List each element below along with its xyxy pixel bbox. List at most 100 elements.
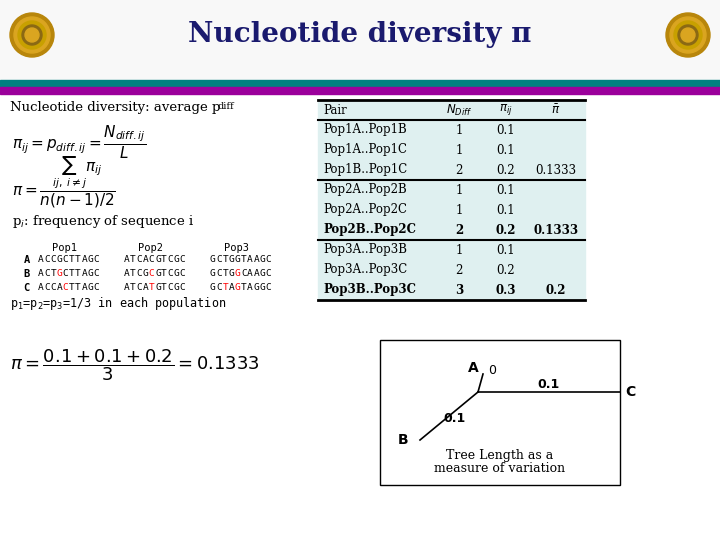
Text: C: C: [625, 385, 635, 399]
Text: 1: 1: [455, 124, 463, 137]
Text: T: T: [161, 269, 167, 279]
Text: A: A: [57, 284, 63, 293]
Text: G: G: [143, 269, 148, 279]
Text: A: A: [253, 269, 259, 279]
Text: T: T: [161, 284, 167, 293]
Text: T: T: [241, 255, 247, 265]
Text: A: A: [124, 269, 130, 279]
Text: C: C: [180, 255, 186, 265]
Text: C: C: [167, 255, 173, 265]
Text: C: C: [167, 269, 173, 279]
Text: Pop1: Pop1: [52, 243, 77, 253]
Text: $\pi_{ij} = p_{diff.ij} = \dfrac{N_{diff.ij}}{L}$: $\pi_{ij} = p_{diff.ij} = \dfrac{N_{diff…: [12, 123, 146, 161]
Text: C: C: [44, 284, 50, 293]
Text: C: C: [94, 284, 99, 293]
Text: G: G: [155, 255, 161, 265]
Text: C: C: [216, 269, 222, 279]
Text: $N_{Diff}$: $N_{Diff}$: [446, 103, 472, 118]
Text: measure of variation: measure of variation: [434, 462, 566, 476]
Text: C: C: [266, 269, 271, 279]
Text: $\pi = \dfrac{0.1+0.1+0.2}{3} = 0.1333$: $\pi = \dfrac{0.1+0.1+0.2}{3} = 0.1333$: [10, 347, 260, 383]
Text: 0.1: 0.1: [497, 144, 516, 157]
Bar: [380, 340, 620, 485]
Text: 2: 2: [455, 224, 463, 237]
Text: G: G: [210, 255, 216, 265]
Circle shape: [666, 13, 710, 57]
Text: Nucleotide diversity π: Nucleotide diversity π: [189, 22, 531, 49]
Text: T: T: [222, 284, 228, 293]
Text: T: T: [75, 269, 81, 279]
Text: A: A: [38, 269, 44, 279]
Circle shape: [18, 21, 46, 49]
Text: 0.1: 0.1: [538, 379, 560, 392]
Text: C: C: [180, 284, 186, 293]
Text: A: A: [143, 255, 148, 265]
Text: C: C: [180, 269, 186, 279]
Text: A: A: [124, 255, 130, 265]
Text: 0.2: 0.2: [497, 264, 516, 276]
Text: Pop3: Pop3: [224, 243, 249, 253]
Text: G: G: [88, 269, 94, 279]
Text: G: G: [229, 269, 234, 279]
Text: C: C: [266, 284, 271, 293]
Text: A: A: [24, 255, 30, 265]
Text: G: G: [260, 255, 266, 265]
Text: 0: 0: [488, 364, 496, 377]
Bar: [318, 100, 585, 300]
Text: p$_1$=p$_2$=p$_3$=1/3 in each population: p$_1$=p$_2$=p$_3$=1/3 in each population: [10, 295, 226, 313]
Text: Pop2B..Pop2C: Pop2B..Pop2C: [323, 224, 416, 237]
Text: Pop2A..Pop2C: Pop2A..Pop2C: [323, 204, 407, 217]
Text: G: G: [253, 284, 259, 293]
Text: G: G: [235, 255, 240, 265]
Text: A: A: [124, 284, 130, 293]
Text: $\bar{\pi}$: $\bar{\pi}$: [552, 103, 561, 117]
Text: Pop3B..Pop3C: Pop3B..Pop3C: [323, 284, 416, 296]
Text: C: C: [136, 284, 142, 293]
Text: T: T: [149, 284, 155, 293]
Text: 1: 1: [455, 184, 463, 197]
Text: G: G: [235, 284, 240, 293]
Text: C: C: [149, 269, 155, 279]
Text: C: C: [63, 255, 68, 265]
Text: B: B: [24, 269, 30, 279]
Text: C: C: [136, 269, 142, 279]
Text: G: G: [260, 284, 266, 293]
Text: 0.1: 0.1: [443, 413, 465, 426]
Text: 0.1: 0.1: [497, 124, 516, 137]
Text: C: C: [266, 255, 271, 265]
Text: C: C: [44, 269, 50, 279]
Text: T: T: [161, 255, 167, 265]
Text: G: G: [88, 284, 94, 293]
Text: T: T: [222, 255, 228, 265]
Text: A: A: [247, 284, 253, 293]
Text: A: A: [38, 284, 44, 293]
Text: T: T: [241, 284, 247, 293]
Text: Pop1B..Pop1C: Pop1B..Pop1C: [323, 164, 408, 177]
Text: T: T: [130, 255, 136, 265]
Text: 1: 1: [455, 144, 463, 157]
Text: T: T: [75, 284, 81, 293]
Text: Pop2: Pop2: [138, 243, 163, 253]
Text: C: C: [94, 269, 99, 279]
Text: C: C: [24, 283, 30, 293]
Bar: [0, 80, 720, 87]
Circle shape: [10, 13, 54, 57]
Text: A: A: [81, 255, 87, 265]
Text: p$_i$: frequency of sequence i: p$_i$: frequency of sequence i: [12, 213, 194, 231]
Text: T: T: [69, 269, 75, 279]
Circle shape: [681, 28, 695, 42]
Text: 0.1333: 0.1333: [534, 224, 579, 237]
Text: Pop3A..Pop3B: Pop3A..Pop3B: [323, 244, 407, 256]
Text: G: G: [210, 269, 216, 279]
Text: G: G: [229, 255, 234, 265]
Text: 0.2: 0.2: [546, 284, 566, 296]
Circle shape: [674, 21, 702, 49]
Text: G: G: [235, 269, 240, 279]
Text: A: A: [143, 284, 148, 293]
Text: C: C: [94, 255, 99, 265]
Text: T: T: [130, 269, 136, 279]
Text: 1: 1: [455, 204, 463, 217]
Text: $\pi = \dfrac{\sum_{ij,\, i \neq j} \pi_{ij}}{n(n-1)/2}$: $\pi = \dfrac{\sum_{ij,\, i \neq j} \pi_…: [12, 154, 116, 210]
Text: G: G: [174, 255, 179, 265]
Text: A: A: [81, 284, 87, 293]
